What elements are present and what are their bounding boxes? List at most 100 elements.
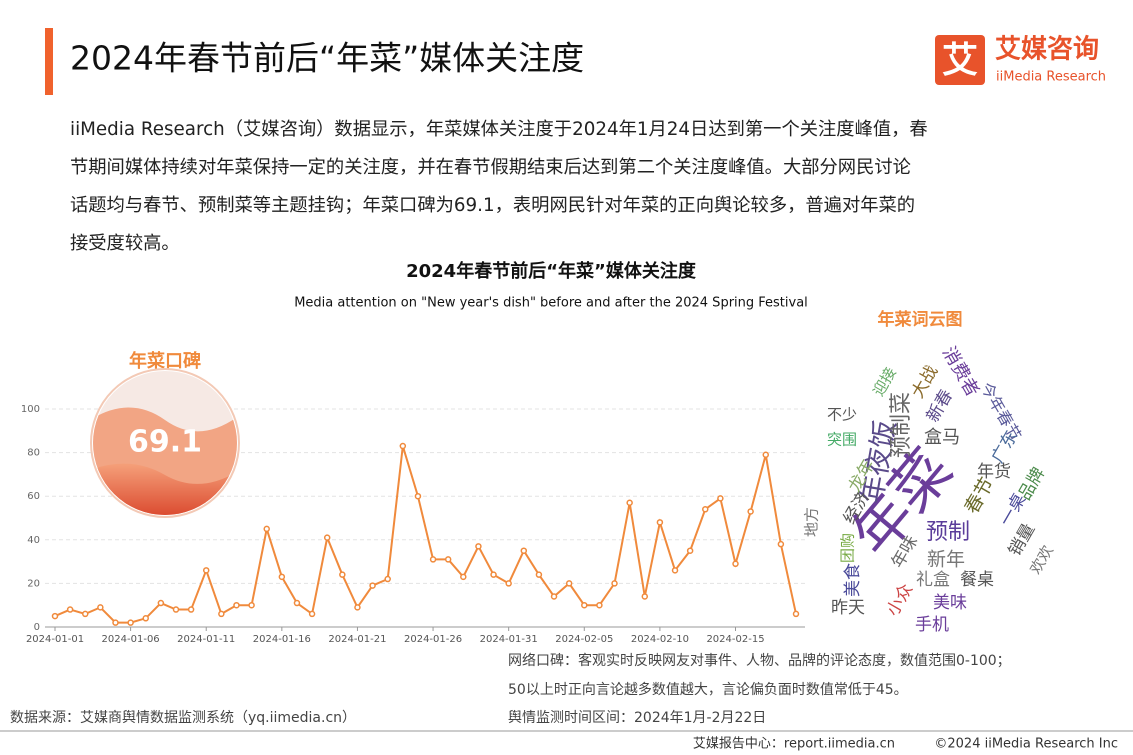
chart-title: 2024年春节前后“年菜”媒体关注度 <box>406 260 697 282</box>
point <box>202 567 210 574</box>
point <box>112 619 119 626</box>
word: 地方 <box>803 507 821 537</box>
word: 礼盒 <box>916 570 950 590</box>
gauge-value: 69.1 <box>128 425 202 460</box>
point <box>444 556 452 563</box>
y-tick-label: 0 <box>34 622 40 633</box>
point <box>686 547 694 554</box>
y-tick-label: 20 <box>27 578 40 589</box>
y-tick-label: 80 <box>27 448 40 459</box>
logo-box <box>935 35 985 85</box>
logo-name: 艾媒咨询 <box>995 34 1099 65</box>
chart-subtitle: Media attention on "New year's dish" bef… <box>294 296 808 311</box>
point <box>747 508 754 515</box>
point <box>611 580 618 587</box>
point <box>157 599 165 607</box>
word: 团购 <box>839 533 857 563</box>
x-tick-label: 2024-02-05 <box>555 634 613 645</box>
source: 数据来源：艾媒商舆情数据监测系统（yq.iimedia.cn） <box>10 710 356 726</box>
x-tick-label: 2024-01-06 <box>102 634 160 645</box>
point <box>429 556 437 563</box>
word: 餐桌 <box>960 570 994 590</box>
point <box>308 610 316 618</box>
point <box>460 573 467 581</box>
note: 50以上时正向言论越多数值越大，言论偏负面时数值常低于45。 <box>508 681 908 698</box>
x-tick-label: 2024-02-15 <box>706 634 764 645</box>
point <box>671 567 679 574</box>
point <box>520 547 528 554</box>
word: 欢欢 <box>1026 542 1057 577</box>
point <box>581 601 588 609</box>
x-tick-label: 2024-01-21 <box>328 634 386 645</box>
x-tick-label: 2024-01-11 <box>177 634 235 645</box>
x-tick-label: 2024-02-10 <box>631 634 689 645</box>
point <box>702 506 709 513</box>
point <box>51 612 59 620</box>
point <box>641 593 649 600</box>
point <box>535 571 543 578</box>
point <box>414 492 422 500</box>
point <box>384 575 391 583</box>
point <box>187 606 195 613</box>
paragraph-line: 节期间媒体持续对年菜保持一定的关注度，并在春节假期结束后达到第二个关注度峰值。大… <box>70 157 911 178</box>
point <box>656 519 664 526</box>
word: 小众 <box>883 580 917 619</box>
point <box>233 601 240 609</box>
point <box>490 571 497 578</box>
word: 预制 <box>926 520 970 545</box>
point <box>263 525 270 533</box>
point <box>732 560 739 568</box>
paragraph-line: 话题均与春节、预制菜等主题挂钩；年菜口碑为69.1，表明网民针对年菜的正向舆论较… <box>70 195 915 216</box>
point <box>550 593 558 600</box>
point <box>475 543 482 550</box>
gauge-title: 年菜口碑 <box>129 350 201 372</box>
point <box>97 604 104 611</box>
point <box>565 580 573 587</box>
title-bar <box>45 28 53 95</box>
y-tick-label: 60 <box>27 491 40 502</box>
point <box>339 571 346 578</box>
point <box>293 599 301 607</box>
point <box>354 604 361 611</box>
word: 盒马 <box>924 427 960 448</box>
point <box>596 601 603 609</box>
point <box>505 580 512 587</box>
word: 新年 <box>927 549 965 571</box>
x-tick-label: 2024-01-01 <box>26 634 84 645</box>
point <box>323 534 331 541</box>
note: 网络口碑：客观实时反映网友对事件、人物、品牌的评论态度，数值范围0-100； <box>508 652 1011 669</box>
point <box>248 601 255 609</box>
word: 手机 <box>915 615 949 635</box>
note: 舆情监测时间区间：2024年1月-2月22日 <box>508 710 766 726</box>
plot: 0 20 40 60 80 100 2024-01-01 2024-01-06 2024-01-… <box>21 404 805 645</box>
wordcloud-title: 年菜词云图 <box>878 309 963 330</box>
point <box>626 499 633 506</box>
word: 预制菜 <box>889 392 914 458</box>
footer-site: 艾媒报告中心：report.iimedia.cn <box>693 737 895 752</box>
word: 美食 <box>843 563 863 597</box>
logo-sub: iiMedia Research <box>996 70 1106 85</box>
point <box>399 442 407 450</box>
paragraph: iiMedia Research（艾媒咨询）数据显示，年菜媒体关注度于2024年… <box>70 119 928 254</box>
point <box>172 606 180 613</box>
x-tick-label: 2024-01-16 <box>253 634 311 645</box>
paragraph-line: 接受度较高。 <box>70 233 180 254</box>
x-tick-label: 2024-01-26 <box>404 634 462 645</box>
point <box>218 610 225 618</box>
y-tick-label: 40 <box>27 535 40 546</box>
page-title: 2024年春节前后“年菜”媒体关注度 <box>70 39 584 78</box>
word: 不少 <box>827 406 857 424</box>
paragraph-line: iiMedia Research（艾媒咨询）数据显示，年菜媒体关注度于2024年… <box>70 119 928 140</box>
point <box>127 619 134 626</box>
point <box>792 610 800 618</box>
point <box>66 606 74 613</box>
point <box>369 582 376 589</box>
point <box>777 540 785 548</box>
y-tick-label: 100 <box>21 404 40 415</box>
point <box>762 451 770 459</box>
point <box>278 573 286 581</box>
logo-mark: 艾 <box>942 40 978 81</box>
